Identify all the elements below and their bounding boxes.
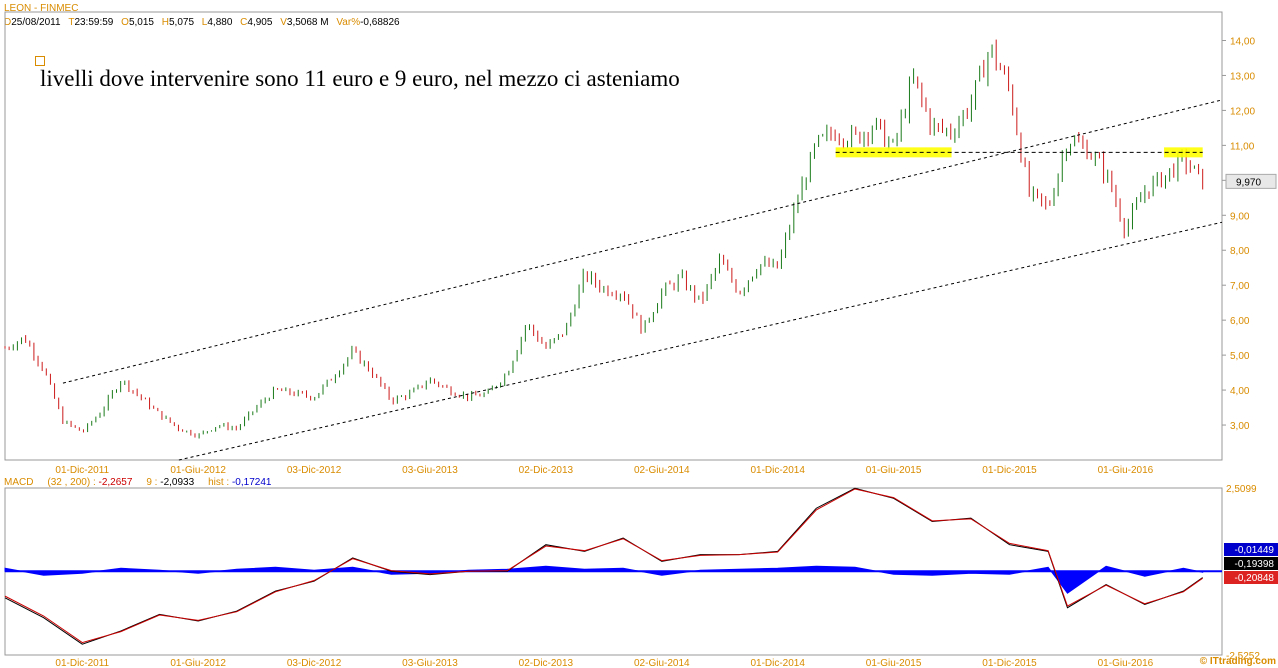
- field-key: L: [201, 17, 208, 28]
- macd-params: (32 , 200) :: [47, 477, 96, 488]
- macd-value-badge: [1224, 571, 1278, 584]
- price-x-tick-label: 01-Dic-2015: [982, 465, 1037, 476]
- macd-x-tick-label: 01-Dic-2014: [750, 658, 805, 668]
- price-y-tick-label: 7,00: [1230, 281, 1250, 292]
- macd-x-tick-label: 03-Dic-2012: [287, 658, 342, 668]
- last-price-label: 9,970: [1236, 177, 1261, 188]
- signal-value: -2,0933: [160, 477, 195, 488]
- hist-value: -0,17241: [231, 477, 272, 488]
- field-value: 3,5068 M: [286, 17, 332, 28]
- price-y-tick-label: 13,00: [1230, 71, 1255, 82]
- hist-label: hist :: [208, 477, 230, 488]
- macd-signal-line: [4, 488, 1203, 644]
- macd-x-tick-label: 01-Giu-2015: [866, 658, 922, 668]
- instrument-title: LEON - FINMEC: [4, 3, 79, 14]
- chart-annotation-text: livelli dove intervenire sono 11 euro e …: [40, 66, 680, 91]
- macd-title: MACD: [4, 477, 34, 488]
- price-y-tick-label: 11,00: [1230, 141, 1255, 152]
- price-y-tick-label: 6,00: [1230, 316, 1250, 327]
- macd-x-tick-label: 02-Giu-2014: [634, 658, 690, 668]
- signal-label: 9 :: [146, 477, 158, 488]
- macd-x-tick-label: 03-Giu-2013: [402, 658, 458, 668]
- price-y-tick-label: 8,00: [1230, 246, 1250, 257]
- macd-value-label: -0,19398: [1235, 559, 1275, 570]
- macd-value-label: -0,01449: [1235, 545, 1275, 556]
- price-x-tick-label: 03-Giu-2013: [402, 465, 458, 476]
- price-y-tick-label: 4,00: [1230, 386, 1250, 397]
- price-x-tick-label: 01-Giu-2016: [1098, 465, 1154, 476]
- macd-value-label: -0,20848: [1235, 573, 1275, 584]
- price-panel: [4, 39, 1223, 461]
- macd-x-tick-label: 02-Dic-2013: [519, 658, 574, 668]
- price-y-tick-label: 3,00: [1230, 421, 1250, 432]
- annotation-marker[interactable]: [35, 56, 45, 66]
- channel-lower-line: [178, 221, 1223, 461]
- price-x-tick-label: 03-Dic-2012: [287, 465, 342, 476]
- macd-x-tick-label: 01-Dic-2015: [982, 658, 1037, 668]
- macd-x-tick-label: 01-Giu-2016: [1098, 658, 1154, 668]
- field-key: C: [240, 17, 248, 28]
- field-value: 4,905: [247, 17, 276, 28]
- price-x-tick-label: 02-Dic-2013: [519, 465, 574, 476]
- macd-value: -2,2657: [98, 477, 133, 488]
- macd-x-tick-label: 01-Dic-2011: [55, 658, 109, 668]
- field-value: 5,075: [168, 17, 197, 28]
- field-key: Var%: [336, 17, 361, 28]
- field-key: D: [4, 17, 12, 28]
- price-y-tick-label: 12,00: [1230, 106, 1255, 117]
- field-value: 25/08/2011: [11, 17, 64, 28]
- price-x-tick-label: 01-Dic-2011: [55, 465, 109, 476]
- field-value: 23:59:59: [74, 17, 117, 28]
- price-y-tick-label: 5,00: [1230, 351, 1250, 362]
- ohlc-info-line: D25/08/2011 T23:59:59 O5,015 H5,075 L4,8…: [4, 17, 405, 28]
- axis-labels: 3,004,005,006,007,008,009,0010,0011,0012…: [55, 36, 1278, 668]
- last-price-badge: [1225, 173, 1277, 189]
- price-x-tick-label: 01-Giu-2012: [170, 465, 226, 476]
- channel-upper-line: [62, 99, 1223, 384]
- price-x-tick-label: 01-Giu-2015: [866, 465, 922, 476]
- macd-panel: [4, 487, 1222, 645]
- macd-value-badge: [1224, 557, 1278, 570]
- field-value: 4,880: [207, 17, 236, 28]
- price-y-tick-label: 9,00: [1230, 211, 1250, 222]
- field-key: V: [280, 17, 287, 28]
- resistance-highlight: [1164, 147, 1203, 158]
- macd-y-tick-label: -2,5252: [1226, 651, 1260, 662]
- macd-y-tick-label: 2,5099: [1226, 484, 1257, 495]
- price-panel-frame: [4, 11, 1223, 461]
- price-x-tick-label: 01-Dic-2014: [750, 465, 805, 476]
- field-key: T: [68, 17, 75, 28]
- watermark: © ITtrading.com: [1199, 656, 1276, 667]
- field-key: H: [161, 17, 169, 28]
- chart-frames: [4, 11, 1223, 656]
- macd-legend: MACD (32 , 200) : -2,2657 9 : -2,0933 hi…: [4, 477, 271, 488]
- price-y-tick-label: 14,00: [1230, 36, 1255, 47]
- macd-value-badge: [1224, 543, 1278, 556]
- field-key: O: [121, 17, 129, 28]
- macd-line: [4, 487, 1203, 645]
- price-x-tick-label: 02-Giu-2014: [634, 465, 690, 476]
- field-value: 5,015: [128, 17, 157, 28]
- field-value: -0,68826: [360, 17, 400, 28]
- macd-x-tick-label: 01-Giu-2012: [170, 658, 226, 668]
